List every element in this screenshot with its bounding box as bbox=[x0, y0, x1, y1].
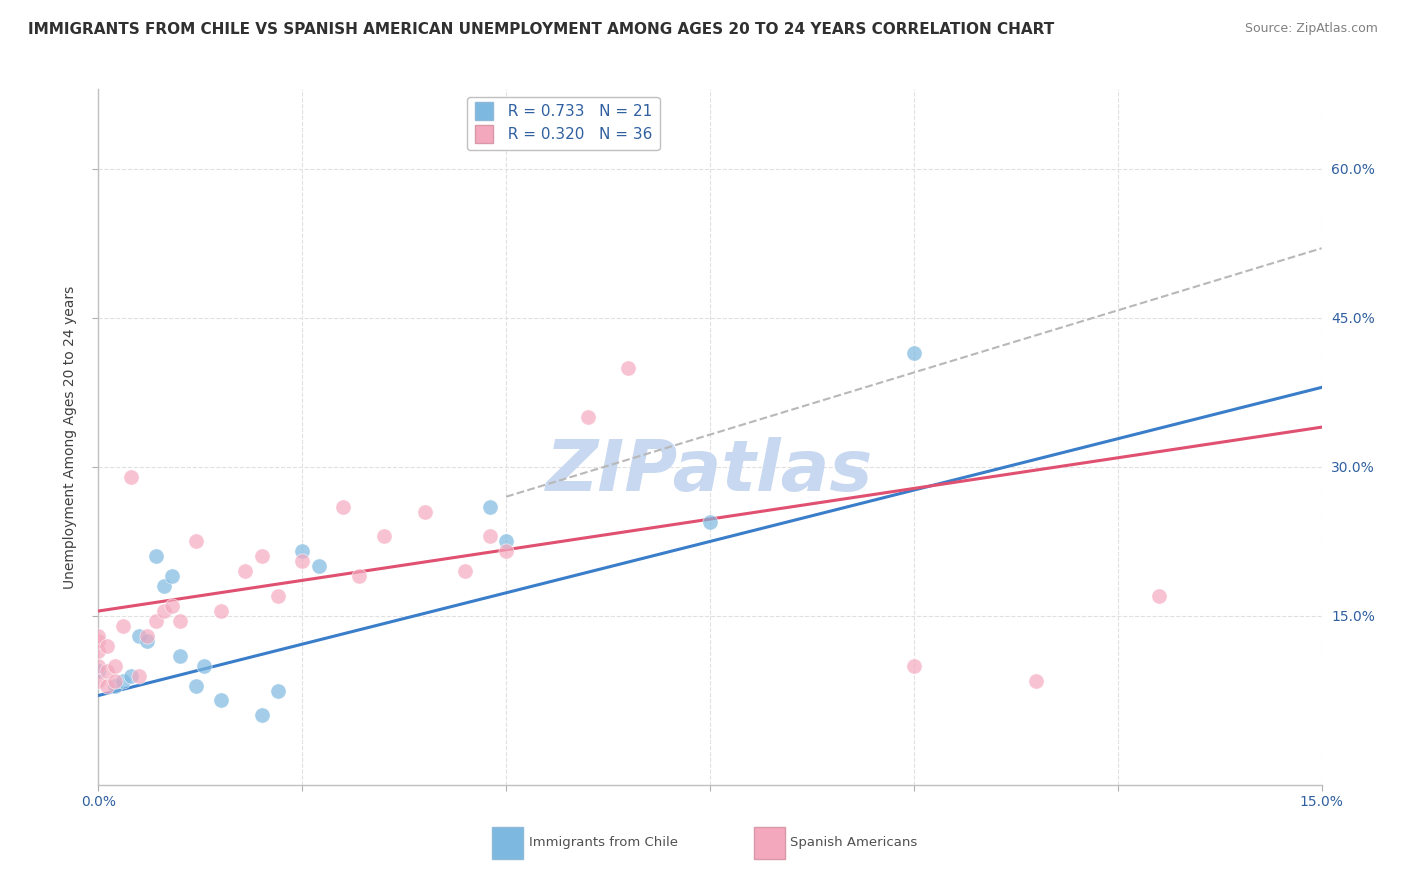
Point bbox=[120, 470, 142, 484]
Point bbox=[233, 564, 256, 578]
Point bbox=[186, 534, 208, 549]
Point bbox=[87, 629, 110, 643]
Point bbox=[128, 668, 150, 682]
Point bbox=[169, 648, 191, 663]
Text: Spanish Americans: Spanish Americans bbox=[790, 837, 918, 849]
Point bbox=[1147, 589, 1170, 603]
Point bbox=[903, 658, 925, 673]
Point bbox=[145, 549, 167, 564]
Point bbox=[495, 534, 517, 549]
Text: Source: ZipAtlas.com: Source: ZipAtlas.com bbox=[1244, 22, 1378, 36]
Point bbox=[267, 683, 290, 698]
Point bbox=[96, 664, 118, 678]
Point bbox=[87, 664, 110, 678]
Point bbox=[193, 658, 215, 673]
Legend:   R = 0.733   N = 21,   R = 0.320   N = 36: R = 0.733 N = 21, R = 0.320 N = 36 bbox=[467, 97, 659, 150]
Text: IMMIGRANTS FROM CHILE VS SPANISH AMERICAN UNEMPLOYMENT AMONG AGES 20 TO 24 YEARS: IMMIGRANTS FROM CHILE VS SPANISH AMERICA… bbox=[28, 22, 1054, 37]
Point bbox=[349, 569, 371, 583]
Point bbox=[209, 604, 232, 618]
Point bbox=[87, 673, 110, 688]
Point bbox=[104, 673, 127, 688]
Point bbox=[96, 679, 118, 693]
Point bbox=[104, 679, 127, 693]
Point bbox=[495, 544, 517, 558]
Point bbox=[413, 505, 436, 519]
Point bbox=[87, 633, 110, 648]
Point bbox=[87, 644, 110, 658]
Point bbox=[186, 679, 208, 693]
Point bbox=[111, 619, 134, 633]
Point bbox=[250, 549, 273, 564]
Point bbox=[169, 614, 191, 628]
Point bbox=[209, 693, 232, 707]
Point bbox=[120, 668, 142, 682]
Point bbox=[291, 544, 314, 558]
Point bbox=[1025, 673, 1047, 688]
Point bbox=[373, 529, 395, 543]
Point bbox=[617, 360, 640, 375]
Point bbox=[291, 554, 314, 568]
Text: ZIPatlas: ZIPatlas bbox=[547, 437, 873, 507]
Point bbox=[332, 500, 354, 514]
Point bbox=[152, 604, 174, 618]
Point bbox=[145, 614, 167, 628]
Point bbox=[478, 529, 501, 543]
Point bbox=[454, 564, 477, 578]
Point bbox=[152, 579, 174, 593]
Point bbox=[136, 629, 159, 643]
Point bbox=[576, 410, 599, 425]
Point bbox=[136, 633, 159, 648]
Text: Immigrants from Chile: Immigrants from Chile bbox=[529, 837, 678, 849]
Point bbox=[903, 345, 925, 359]
Point bbox=[104, 658, 127, 673]
Point bbox=[128, 629, 150, 643]
Point bbox=[87, 658, 110, 673]
Point bbox=[699, 515, 721, 529]
Y-axis label: Unemployment Among Ages 20 to 24 years: Unemployment Among Ages 20 to 24 years bbox=[63, 285, 77, 589]
Point bbox=[160, 569, 183, 583]
Point bbox=[96, 639, 118, 653]
Point bbox=[250, 708, 273, 723]
Point bbox=[308, 559, 330, 574]
Point bbox=[160, 599, 183, 613]
Point bbox=[478, 500, 501, 514]
Point bbox=[267, 589, 290, 603]
Point bbox=[111, 673, 134, 688]
